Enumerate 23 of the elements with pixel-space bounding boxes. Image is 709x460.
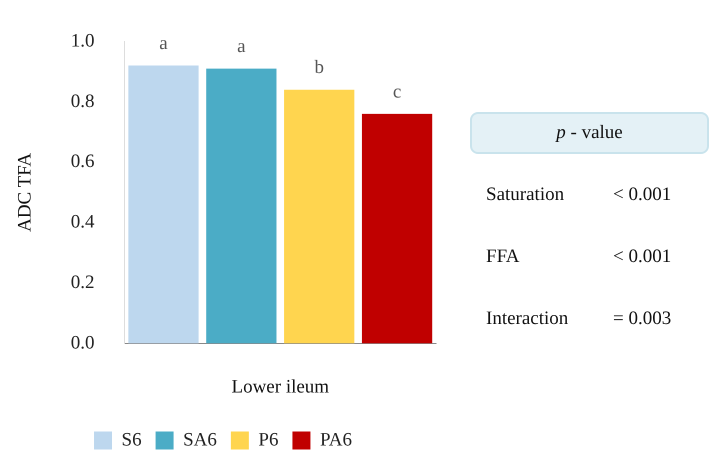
y-tick-label: 0.2 — [70, 272, 95, 293]
y-tick-label: 0.6 — [70, 151, 95, 172]
legend-label: SA6 — [183, 429, 217, 450]
text: Saturation — [485, 184, 566, 207]
y-tick-label: 0.0 — [70, 332, 95, 354]
legend-label: P6 — [258, 429, 278, 450]
text: < 0.001 — [613, 246, 672, 269]
text: p - value — [470, 112, 709, 154]
y-tick-label: 1.0 — [70, 30, 95, 52]
y-tick-label: 0.4 — [70, 212, 96, 233]
text: = 0.003 — [613, 308, 672, 331]
text: FFA — [485, 246, 520, 269]
data-label: b — [314, 57, 324, 78]
data-label: a — [159, 33, 168, 54]
x-axis-title: Lower ileum — [231, 376, 330, 398]
text: Interaction — [485, 308, 570, 331]
legend-label: PA6 — [320, 429, 352, 450]
y-tick-label: 0.8 — [70, 90, 95, 112]
data-label: a — [237, 36, 246, 58]
data-label: c — [392, 81, 402, 102]
y-axis-title: ADC TFA — [14, 152, 36, 232]
text: < 0.001 — [613, 184, 672, 207]
legend-label: S6 — [122, 429, 142, 450]
